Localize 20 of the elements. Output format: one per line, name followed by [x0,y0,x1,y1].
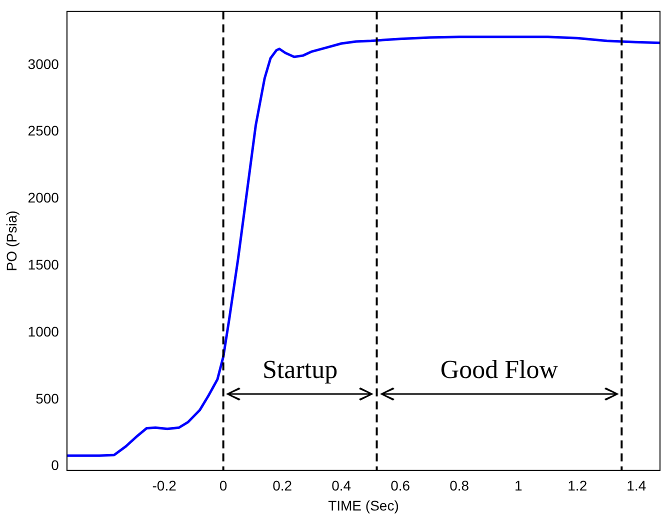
y-tick-label: 500 [36,390,60,406]
annotation: Startup [262,354,338,385]
x-tick-label: 0.6 [390,478,410,494]
x-tick-label: 0.4 [332,478,352,494]
annotation: Good Flow [440,354,558,385]
x-tick-label: 0.2 [272,478,292,494]
y-tick-label: 2500 [28,122,60,139]
y-axis-title: PO (Psia) [3,210,20,272]
y-tick-label: 3000 [28,56,60,72]
x-tick-label: 0.8 [450,478,470,494]
x-tick-label: -0.2 [152,478,177,494]
x-tick-label: 1 [514,478,522,494]
y-tick-label: 2000 [28,190,60,206]
y-tick-label: 1000 [28,323,60,340]
x-tick-label: 1.2 [568,478,588,494]
x-tick-label: 1.4 [626,478,646,494]
y-tick-label: 1500 [28,256,60,273]
y-tick-label: 0 [51,457,60,474]
x-tick-label: 0 [219,478,228,494]
x-axis-title: TIME (Sec) [328,497,399,514]
